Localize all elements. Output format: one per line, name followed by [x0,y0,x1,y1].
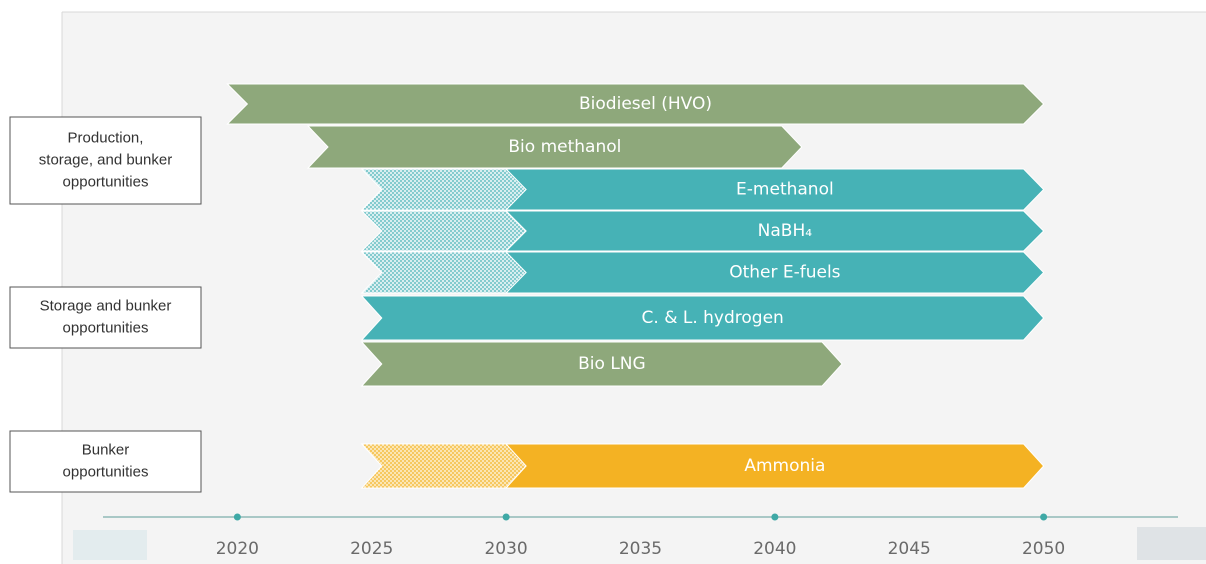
group-label: storage, and bunker [39,151,172,168]
x-tick-label: 2025 [350,539,393,559]
group-box [9,430,202,493]
x-tick-label: 2035 [619,539,662,559]
group-label: Production, [68,129,144,146]
axis-marker [502,513,510,521]
group-box [9,116,202,205]
bar [504,443,1045,489]
bar-label: Bio methanol [508,137,621,157]
bar-label: Biodiesel (HVO) [579,94,712,114]
bar [504,210,1045,252]
axis-marker [1040,513,1048,521]
hatched-bar [360,443,527,489]
axis-marker [233,513,241,521]
group-label: opportunities [63,319,149,336]
bar [226,83,1045,125]
decor-box [73,530,147,560]
group-label: opportunities [63,463,149,480]
group-label: Bunker [82,441,130,458]
bar-label: E-methanol [736,180,834,200]
x-tick-label: 2040 [753,539,796,559]
group-box [9,286,202,349]
bar-label: Ammonia [744,456,825,476]
bar [360,341,843,387]
bar [504,168,1045,211]
bar [360,295,1045,341]
decor-box [1137,527,1206,560]
x-tick-label: 2045 [888,539,931,559]
axis-marker [771,513,779,521]
bar-label: Bio LNG [578,354,646,374]
bar-label: NaBH₄ [758,221,813,241]
hatched-bar [360,168,527,211]
hatched-bar [360,251,527,294]
group-label: opportunities [63,173,149,190]
bar-label: Other E-fuels [729,263,840,283]
group-label: Storage and bunker [40,297,172,314]
x-tick-label: 2050 [1022,539,1065,559]
bar-label: C. & L. hydrogen [642,308,784,328]
bar [504,251,1045,294]
x-tick-label: 2020 [216,539,259,559]
hatched-bar [360,210,527,252]
x-tick-label: 2030 [484,539,527,559]
bar [306,125,803,169]
